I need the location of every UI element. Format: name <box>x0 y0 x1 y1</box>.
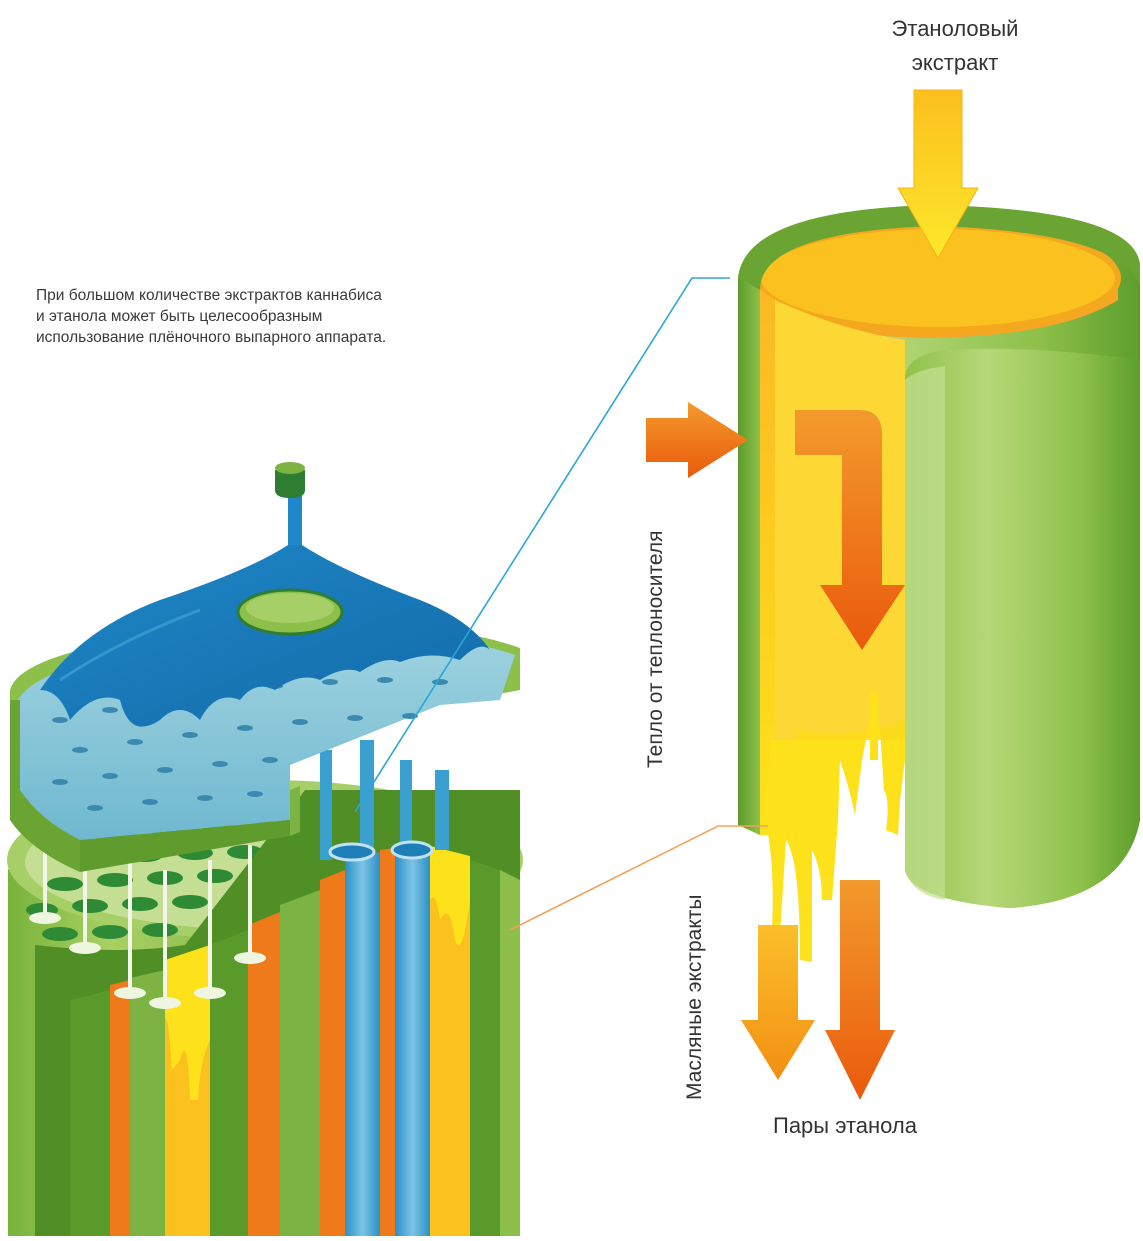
evaporator-column <box>7 740 523 1236</box>
description-note: При большом количестве экстрактов каннаб… <box>36 287 387 346</box>
oil-out-arrow <box>741 925 815 1080</box>
heat-label: Тепло от теплоносителя <box>644 530 667 768</box>
tube-closeup <box>738 205 1140 962</box>
heat-arrow <box>646 402 748 478</box>
ethanol-extract-label: Этаноловый экстракт <box>891 16 1019 75</box>
leader-lines <box>354 277 768 931</box>
inlet-arrow <box>897 89 979 260</box>
ethanol-vapor-label: Пары этанола <box>773 1113 917 1138</box>
vapor-out-arrow <box>825 880 895 1100</box>
inlet-dome <box>40 462 490 727</box>
oil-extracts-label: Масляные экстракты <box>683 894 706 1101</box>
flow-down-arrow <box>795 410 905 650</box>
